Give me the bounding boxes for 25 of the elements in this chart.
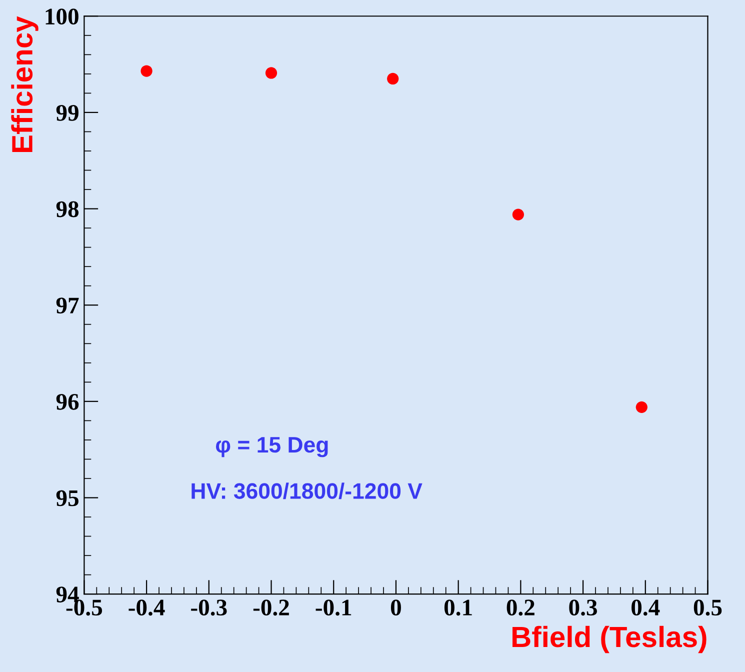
annotation: φ = 15 Deg [216, 437, 328, 458]
x-axis-title: Bfield (Teslas) [512, 626, 706, 654]
x-tick-label: -0.3 [191, 600, 227, 616]
y-tick-label: 100 [46, 8, 78, 25]
x-tick-label: 0 [390, 600, 401, 616]
y-tick-label: 97 [56, 298, 79, 314]
annotation: HV: 3600/1800/-1200 V [192, 482, 422, 500]
x-tick-label: -0.1 [316, 600, 352, 616]
y-tick-label: 95 [56, 490, 78, 506]
y-tick-label: 98 [56, 201, 79, 218]
x-tick-label: 0.5 [694, 600, 722, 616]
x-tick-label: 0.1 [444, 600, 472, 616]
x-tick-label: 0.2 [506, 600, 534, 616]
point [636, 401, 648, 413]
x-tick-label: -0.2 [253, 600, 289, 616]
point [387, 72, 399, 85]
point [265, 67, 278, 79]
point [140, 65, 152, 77]
x-tick-label: 0.4 [632, 600, 660, 616]
point [512, 208, 524, 220]
y-axis-title: Efficiency [11, 16, 38, 152]
x-tick-label: 0.3 [569, 600, 597, 616]
y-tick-label: 96 [56, 394, 79, 410]
x-tick-label: -0.4 [128, 600, 165, 616]
y-tick-label: 99 [56, 105, 78, 121]
